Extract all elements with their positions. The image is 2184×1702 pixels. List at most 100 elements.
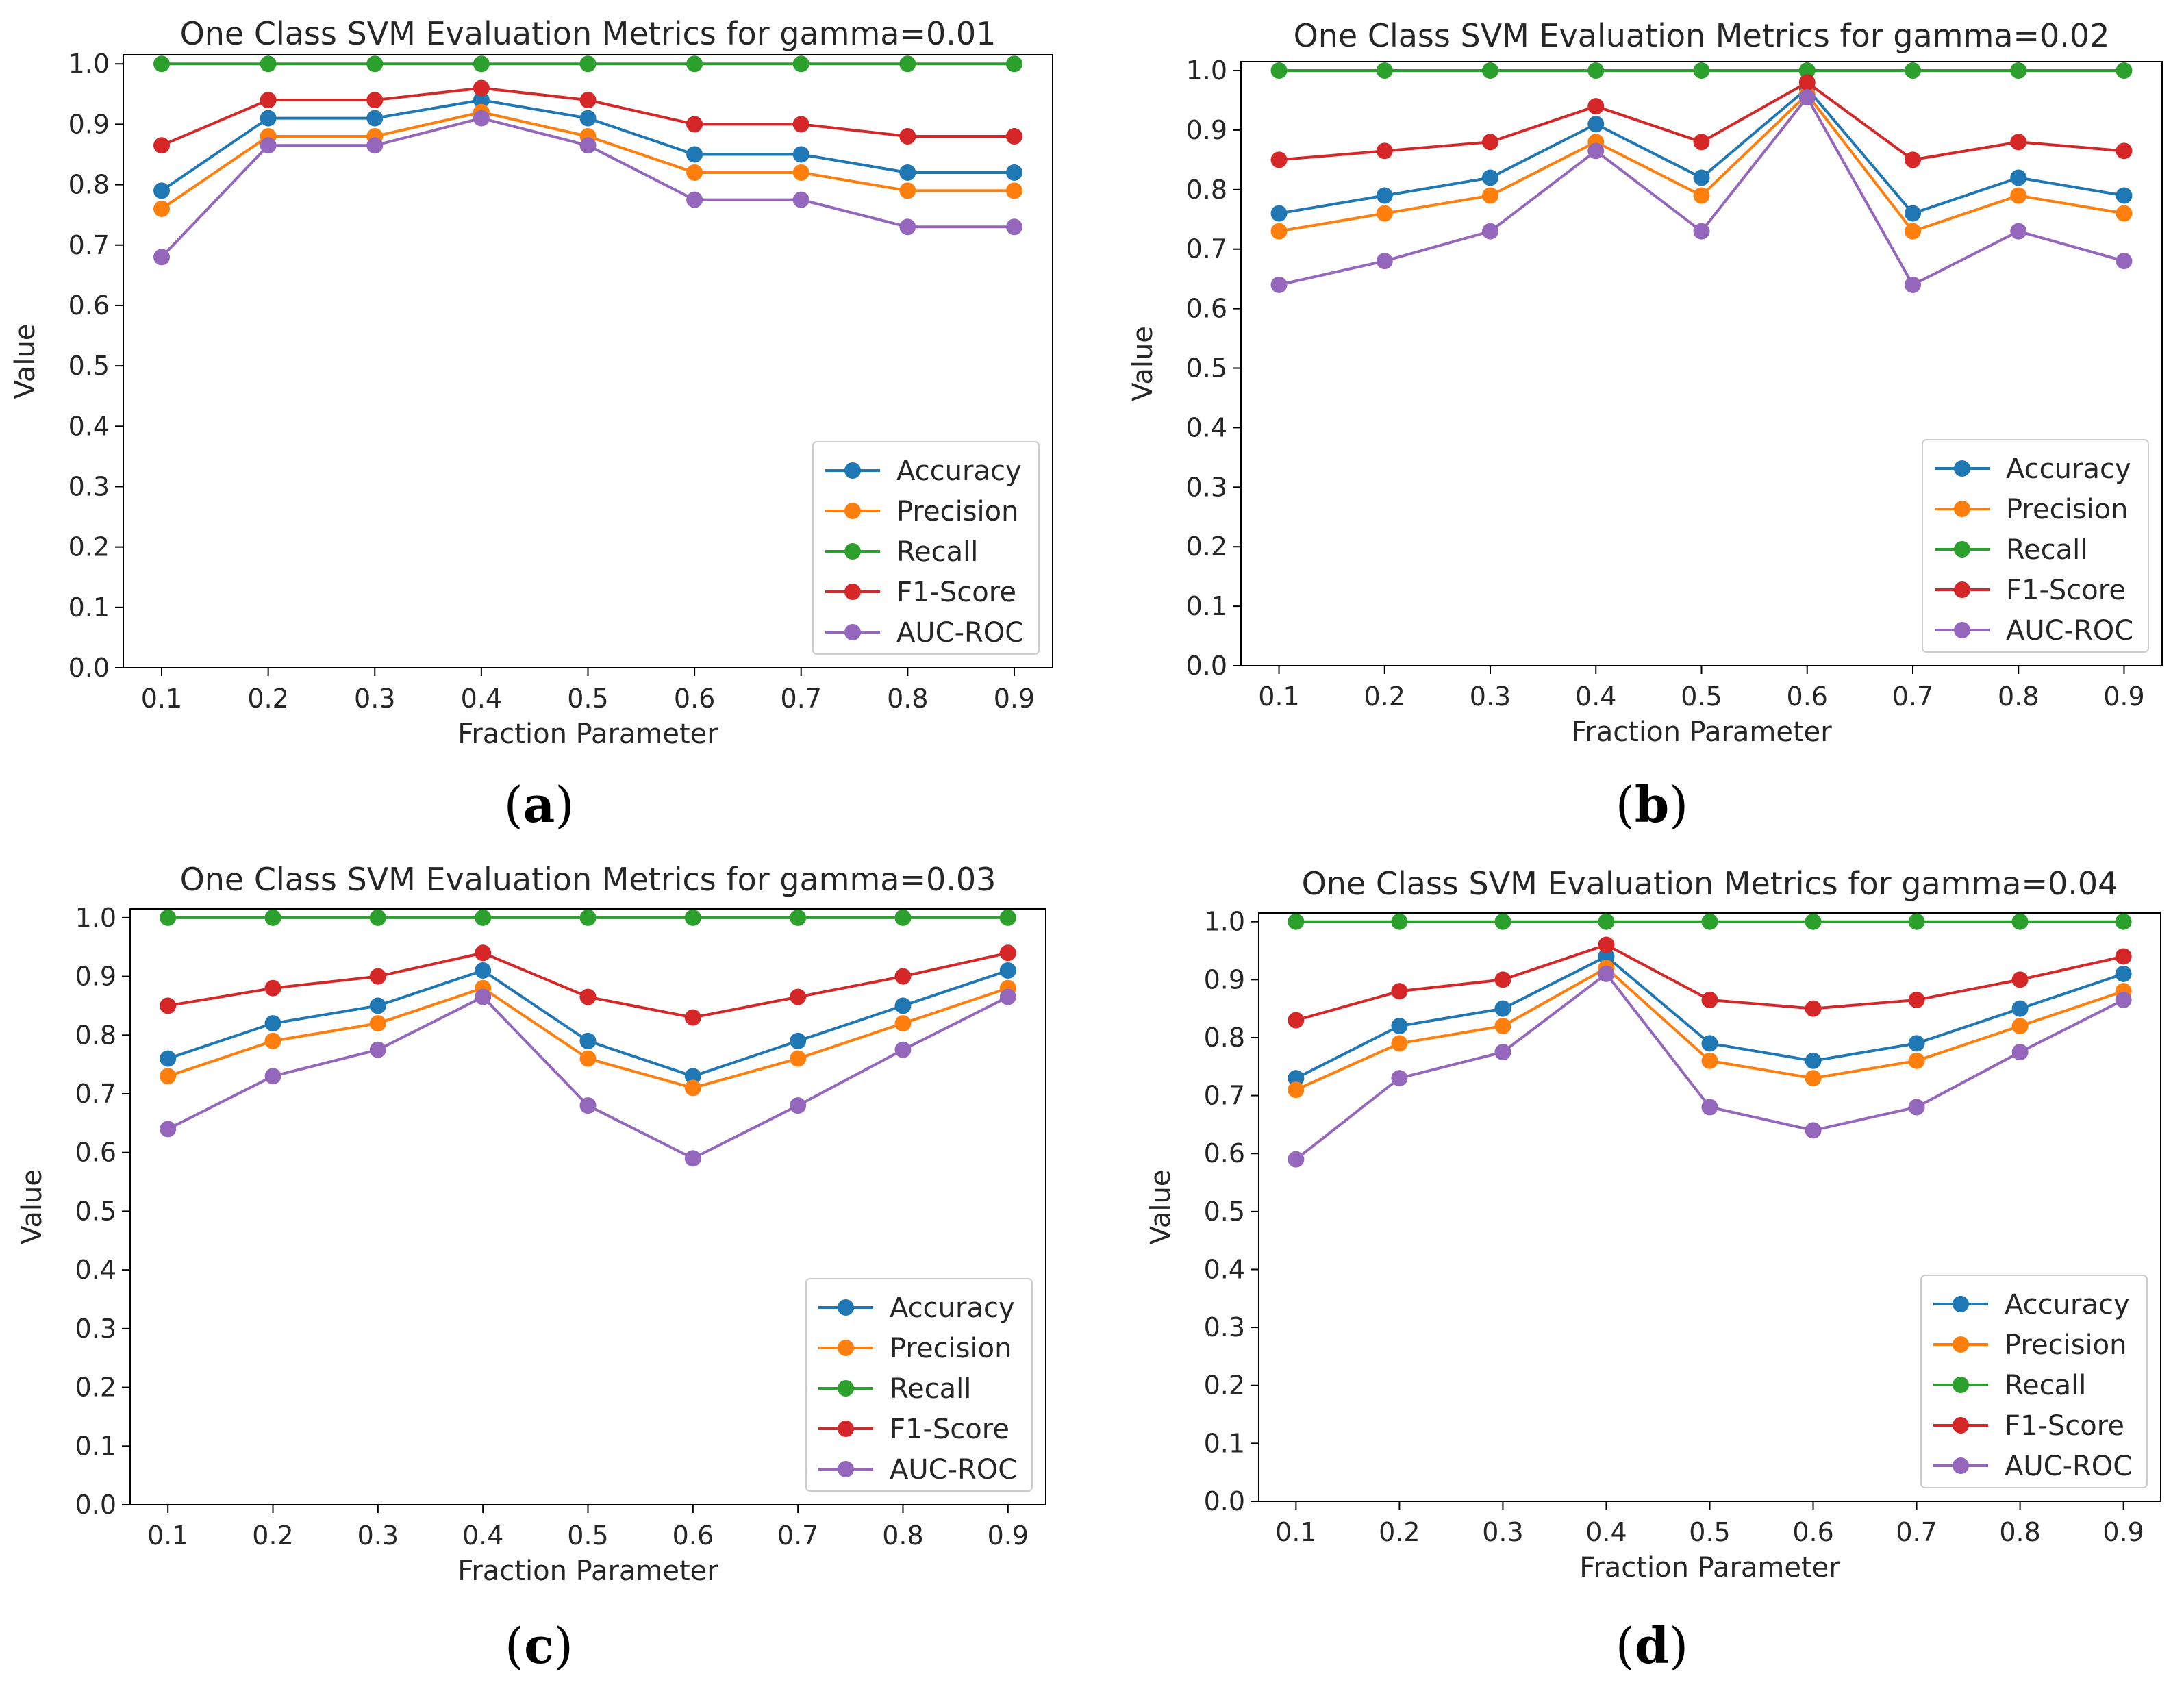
data-point-accuracy bbox=[1391, 1018, 1408, 1035]
x-tick-label: 0.8 bbox=[882, 1520, 923, 1551]
data-point-f1-score bbox=[1908, 991, 1925, 1008]
data-point-recall bbox=[2011, 913, 2029, 930]
data-point-recall bbox=[1598, 913, 1615, 930]
data-point-accuracy bbox=[894, 997, 912, 1014]
legend-label-auc-roc: AUC-ROC bbox=[890, 1454, 1017, 1486]
legend-marker-auc-roc bbox=[844, 624, 861, 640]
y-tick-label: 0.9 bbox=[75, 962, 116, 992]
data-point-accuracy bbox=[1693, 169, 1710, 186]
y-tick-label: 0.5 bbox=[1186, 353, 1227, 384]
data-point-recall bbox=[1005, 55, 1022, 73]
data-point-accuracy bbox=[999, 962, 1016, 979]
data-point-f1-score bbox=[1270, 151, 1288, 168]
x-tick-label: 0.8 bbox=[1998, 681, 2039, 712]
data-point-recall bbox=[1482, 62, 1499, 79]
y-tick-label: 0.8 bbox=[68, 170, 110, 200]
x-tick-label: 0.5 bbox=[567, 684, 608, 714]
data-point-precision bbox=[160, 1068, 177, 1085]
y-axis-label: Value bbox=[1127, 326, 1159, 401]
legend-marker-precision bbox=[1954, 501, 1970, 517]
legend-marker-precision bbox=[838, 1340, 854, 1356]
x-tick-label: 0.3 bbox=[354, 684, 395, 714]
data-point-f1-score bbox=[999, 944, 1016, 962]
data-point-precision bbox=[790, 1050, 807, 1067]
data-point-f1-score bbox=[473, 79, 490, 97]
x-tick-label: 0.3 bbox=[1482, 1517, 1523, 1547]
data-point-auc-roc bbox=[160, 1121, 177, 1138]
data-point-auc-roc bbox=[999, 988, 1016, 1005]
data-point-precision bbox=[579, 1050, 597, 1067]
x-axis-label: Fraction Parameter bbox=[1579, 1552, 1840, 1584]
x-tick-label: 0.6 bbox=[673, 1520, 714, 1551]
data-point-accuracy bbox=[1288, 1070, 1305, 1087]
data-point-f1-score bbox=[2116, 142, 2133, 160]
data-point-precision bbox=[2011, 1018, 2029, 1035]
legend-marker-recall bbox=[1953, 1377, 1969, 1393]
data-point-accuracy bbox=[264, 1015, 281, 1032]
x-tick-label: 0.1 bbox=[147, 1520, 188, 1551]
data-point-f1-score bbox=[1288, 1012, 1305, 1029]
data-point-recall bbox=[579, 909, 597, 926]
y-tick-label: 0.4 bbox=[1186, 412, 1227, 442]
legend-marker-auc-roc bbox=[838, 1461, 854, 1477]
y-tick-label: 0.8 bbox=[75, 1020, 116, 1050]
data-point-accuracy bbox=[1005, 164, 1022, 181]
series-line-precision bbox=[1295, 966, 2124, 1091]
y-tick-label: 1.0 bbox=[1204, 907, 1245, 937]
data-point-accuracy bbox=[1701, 1035, 1718, 1052]
y-tick-label: 0.3 bbox=[68, 471, 110, 501]
data-point-accuracy bbox=[366, 110, 384, 127]
data-point-precision bbox=[1482, 187, 1499, 204]
data-point-f1-score bbox=[1494, 971, 1511, 988]
y-tick-label: 0.2 bbox=[68, 532, 110, 562]
data-point-recall bbox=[894, 909, 912, 926]
data-point-accuracy bbox=[473, 92, 490, 109]
legend-marker-precision bbox=[1953, 1336, 1969, 1353]
data-point-recall bbox=[473, 55, 490, 73]
data-point-recall bbox=[1908, 913, 1925, 930]
x-axis-label: Fraction Parameter bbox=[1571, 716, 1832, 748]
legend-label-accuracy: Accuracy bbox=[2005, 1289, 2130, 1321]
series-line-precision bbox=[160, 110, 1014, 210]
data-point-auc-roc bbox=[475, 988, 492, 1005]
legend-marker-auc-roc bbox=[1953, 1457, 1969, 1474]
legend-marker-f1-score bbox=[838, 1421, 854, 1437]
y-tick-label: 0.1 bbox=[68, 592, 110, 623]
data-point-recall bbox=[1798, 62, 1816, 79]
series-line-f1-score bbox=[167, 951, 1009, 1019]
data-point-recall bbox=[160, 909, 177, 926]
data-point-f1-score bbox=[1391, 983, 1408, 1000]
data-point-auc-roc bbox=[1494, 1044, 1511, 1061]
data-point-auc-roc bbox=[1805, 1122, 1822, 1139]
data-point-accuracy bbox=[684, 1068, 701, 1085]
data-point-recall bbox=[1693, 62, 1710, 79]
data-point-recall bbox=[475, 909, 492, 926]
legend-marker-accuracy bbox=[838, 1299, 854, 1316]
data-point-recall bbox=[2116, 62, 2133, 79]
data-point-f1-score bbox=[1376, 142, 1393, 160]
y-tick-label: 0.1 bbox=[75, 1431, 116, 1461]
y-tick-label: 1.0 bbox=[68, 49, 110, 79]
data-point-f1-score bbox=[899, 128, 916, 145]
chart-title: One Class SVM Evaluation Metrics for gam… bbox=[180, 15, 996, 52]
data-point-precision bbox=[1494, 1018, 1511, 1035]
x-tick-label: 0.7 bbox=[781, 684, 822, 714]
y-tick-label: 0.3 bbox=[1204, 1312, 1245, 1342]
data-point-accuracy bbox=[475, 962, 492, 979]
data-point-recall bbox=[366, 55, 384, 73]
chart-panel-0: One Class SVM Evaluation Metrics for gam… bbox=[10, 15, 1053, 750]
chart-panel-3: One Class SVM Evaluation Metrics for gam… bbox=[1145, 865, 2161, 1584]
data-point-auc-roc bbox=[2011, 1044, 2029, 1061]
y-tick-label: 0.8 bbox=[1204, 1023, 1245, 1053]
data-point-auc-roc bbox=[473, 110, 490, 127]
legend-label-recall: Recall bbox=[896, 536, 978, 568]
data-point-recall bbox=[999, 909, 1016, 926]
data-point-f1-score bbox=[792, 116, 809, 133]
data-point-f1-score bbox=[684, 1009, 701, 1026]
data-point-accuracy bbox=[2010, 169, 2027, 186]
data-point-recall bbox=[1494, 913, 1511, 930]
data-point-accuracy bbox=[369, 997, 386, 1014]
data-point-recall bbox=[1270, 62, 1288, 79]
legend-box bbox=[812, 441, 1040, 655]
chart-panel-2: One Class SVM Evaluation Metrics for gam… bbox=[16, 861, 1046, 1587]
